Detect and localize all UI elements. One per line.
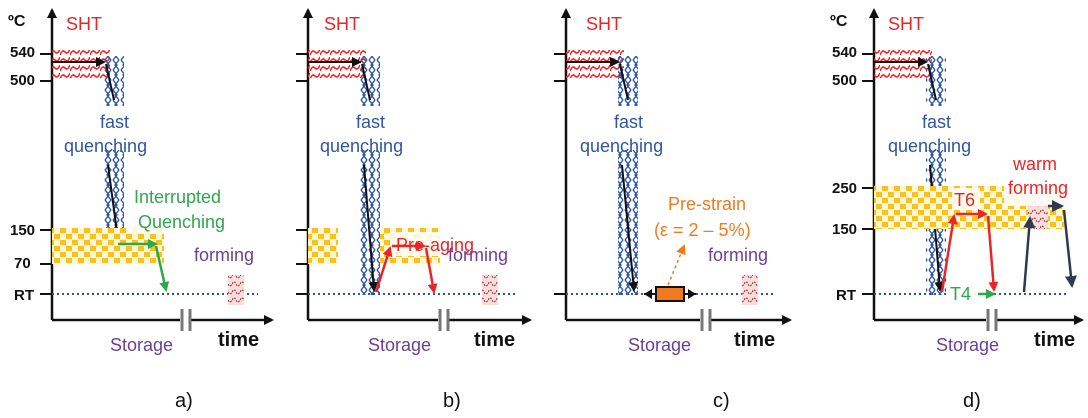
storage-label: Storage — [110, 335, 173, 355]
quench-zone — [618, 56, 638, 106]
temperature-unit-label: ºC — [830, 13, 848, 30]
axis-break — [180, 309, 190, 331]
tick-rt: RT — [836, 287, 856, 304]
tick-150: 150 — [10, 222, 35, 239]
prestrain-label-2: (ε = 2 – 5%) — [654, 220, 751, 240]
tick-70: 70 — [14, 255, 31, 272]
storage-label: Storage — [936, 335, 999, 355]
tick-500: 500 — [10, 72, 35, 89]
t6-label: T6 — [954, 190, 975, 210]
storage-label: Storage — [368, 335, 431, 355]
time-label: time — [218, 329, 259, 351]
forming-marker — [482, 275, 498, 305]
quench-label-1: fast — [100, 112, 129, 132]
caption-b: b) — [443, 390, 461, 412]
sht-label: SHT — [66, 14, 102, 34]
time-label: time — [734, 329, 775, 351]
quench-label-1: fast — [922, 112, 951, 132]
forming-label: forming — [194, 245, 254, 265]
t4-label: T4 — [950, 284, 971, 304]
panel-a: ºC SHT 540 500 150 70 RT fast quenching … — [8, 8, 274, 412]
caption-c: c) — [713, 390, 730, 412]
warm-label-1: warm — [1012, 154, 1057, 174]
time-label: time — [474, 329, 515, 351]
storage-label: Storage — [628, 335, 691, 355]
quench-label-2: quenching — [320, 136, 403, 156]
warm-label-2: forming — [1008, 178, 1068, 198]
sht-label: SHT — [888, 14, 924, 34]
quench-zone — [926, 56, 946, 106]
prestrain-marker — [655, 286, 685, 302]
prestrain-label-1: Pre-strain — [668, 194, 746, 214]
sht-label: SHT — [324, 14, 360, 34]
quench-zone — [360, 56, 380, 106]
forming-marker — [228, 275, 244, 305]
sht-zone — [52, 50, 110, 78]
warm-forming-arrow — [1022, 216, 1036, 293]
quench-label-2: quenching — [580, 136, 663, 156]
forming-label: forming — [708, 245, 768, 265]
quench-label-2: quenching — [64, 136, 147, 156]
tick-540: 540 — [10, 44, 35, 61]
tick-150: 150 — [832, 221, 857, 238]
panel-c: SHT fast quenching Pre-strain (ε = 2 – 5… — [554, 8, 792, 412]
tick-250: 250 — [832, 180, 857, 197]
interrupted-label-2: Quenching — [138, 212, 225, 232]
panel-b: SHT fast quenching Pre-aging forming Sto… — [296, 8, 532, 412]
caption-a: a) — [175, 390, 193, 412]
caption-d: d) — [963, 390, 981, 412]
forming-label: forming — [448, 245, 508, 265]
tick-rt: RT — [14, 287, 34, 304]
sht-zone — [566, 50, 624, 78]
sht-label: SHT — [586, 14, 622, 34]
quench-label-1: fast — [356, 112, 385, 132]
time-label: time — [1034, 329, 1075, 351]
tick-500: 500 — [832, 72, 857, 89]
sht-zone — [308, 50, 366, 78]
aging-band — [308, 228, 338, 264]
quench-label-1: fast — [614, 112, 643, 132]
interrupted-label-1: Interrupted — [134, 187, 221, 207]
panel-d: ºC SHT 540 500 250 150 RT fast quenching… — [830, 8, 1084, 412]
quench-label-2: quenching — [888, 136, 971, 156]
aging-band — [52, 228, 164, 264]
sht-zone — [874, 50, 932, 78]
forming-marker — [742, 275, 758, 305]
temperature-unit-label: ºC — [8, 13, 26, 30]
preaging-label: Pre-aging — [396, 235, 474, 255]
tick-540: 540 — [832, 44, 857, 61]
quench-zone — [104, 56, 124, 106]
